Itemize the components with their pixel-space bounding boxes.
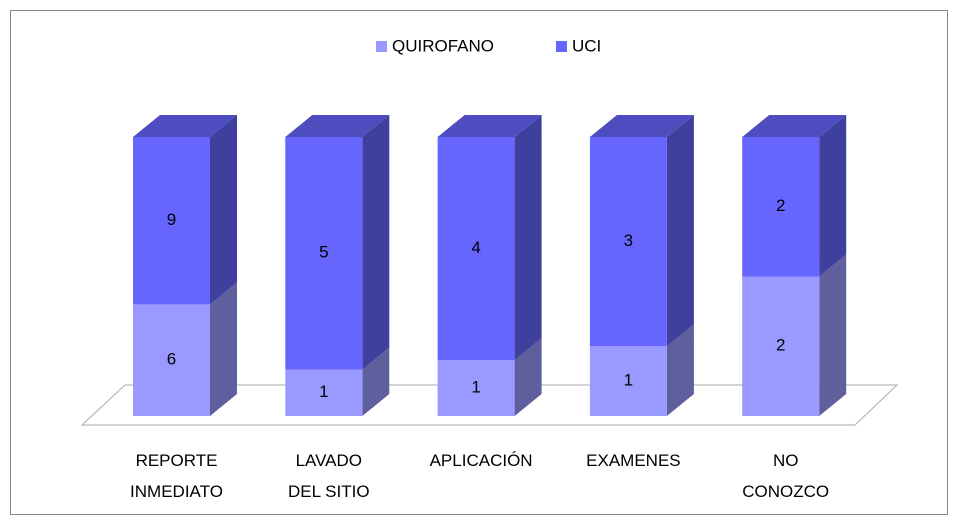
bar-side — [210, 282, 237, 416]
data-label: 1 — [319, 382, 328, 401]
label-line: REPORTE — [136, 451, 218, 470]
bar-top — [285, 115, 390, 137]
label-line: NO — [773, 451, 799, 470]
data-label: 6 — [167, 350, 176, 369]
bar-side — [514, 338, 542, 416]
bar-side — [362, 115, 390, 370]
data-label: 5 — [319, 243, 328, 262]
legend-label: QUIROFANO — [392, 36, 494, 55]
data-label: 1 — [471, 378, 480, 397]
bar — [437, 360, 515, 416]
bar-side — [819, 254, 847, 416]
bar-side — [514, 115, 542, 361]
x-tick-label: REPORTE INMEDIATO — [130, 451, 223, 501]
data-label: 3 — [624, 231, 633, 250]
bar-top — [133, 115, 237, 137]
bar-top — [742, 115, 847, 137]
bar-top — [589, 115, 694, 137]
data-label: 9 — [167, 210, 176, 229]
bar — [742, 137, 820, 277]
label-line: LAVADO — [296, 451, 362, 470]
x-tick-label: LAVADO DEL SITIO — [288, 451, 370, 501]
x-tick-label: APLICACIÓN — [430, 451, 533, 470]
bar — [437, 137, 515, 361]
data-label: 2 — [776, 336, 785, 355]
x-tick-label: NO CONOZCO — [742, 451, 829, 501]
bar — [285, 369, 363, 416]
bar-side — [666, 324, 694, 416]
bar — [133, 137, 210, 305]
bar — [133, 304, 210, 416]
data-label: 1 — [624, 371, 633, 390]
legend-swatch — [376, 41, 387, 52]
bar-side — [362, 347, 390, 416]
bar-top — [437, 115, 542, 137]
data-label: 4 — [471, 238, 480, 257]
data-label: 2 — [776, 196, 785, 215]
bar-side — [210, 115, 237, 305]
label-line: INMEDIATO — [130, 482, 223, 501]
bar — [285, 137, 363, 370]
label-line: CONOZCO — [742, 482, 829, 501]
bar — [589, 346, 667, 416]
legend-swatch — [556, 41, 567, 52]
x-tick-label: EXAMENES — [586, 451, 680, 470]
label-line: EXAMENES — [586, 451, 680, 470]
label-line: DEL SITIO — [288, 482, 370, 501]
bar-side — [819, 115, 847, 277]
legend-label: UCI — [572, 36, 601, 55]
label-line: APLICACIÓN — [430, 451, 533, 470]
bar — [742, 276, 820, 416]
bar-side — [666, 115, 694, 347]
bar — [589, 137, 667, 347]
